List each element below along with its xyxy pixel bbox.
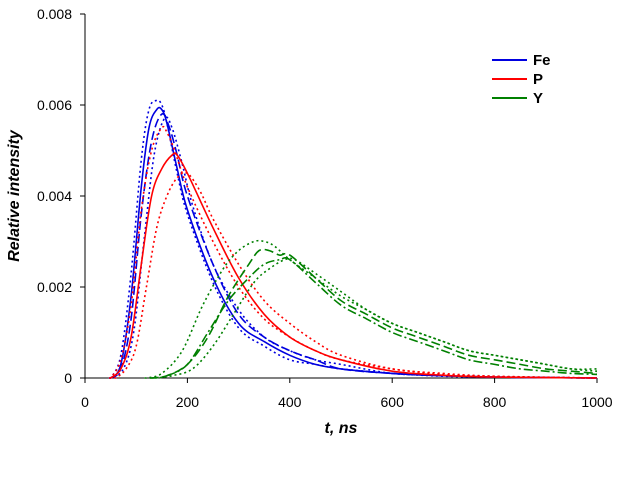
x-tick-label: 600	[381, 394, 405, 410]
x-tick-label: 400	[278, 394, 302, 410]
series-line-y-9	[144, 239, 598, 379]
y-tick-label: 0.002	[37, 279, 72, 295]
x-axis-title: t, ns	[325, 420, 358, 437]
y-tick-label: 0.004	[37, 188, 72, 204]
series-line-p-6	[113, 171, 598, 379]
series-line-fe-2	[108, 112, 598, 379]
x-tick-label: 0	[81, 394, 89, 410]
legend-label-y: Y	[533, 90, 543, 107]
axes	[84, 14, 597, 379]
tick-marks: 0 200 400 600 800 1000 0 0.002 0.004 0.006 0.008	[37, 6, 613, 410]
series-line-y-10	[154, 257, 598, 379]
series-line-p-5	[108, 125, 598, 379]
y-axis-title: Relative intensity	[6, 129, 23, 262]
series-line-fe-3	[108, 116, 598, 379]
y-tick-label: 0.008	[37, 6, 72, 22]
legend: Fe PY	[492, 52, 551, 107]
series-line-y-7	[149, 257, 598, 379]
y-tick-label: 0.006	[37, 97, 72, 113]
legend-label-fe: Fe	[533, 52, 551, 69]
legend-label-p: P	[533, 71, 543, 88]
x-tick-label: 1000	[581, 394, 612, 410]
series-line-fe-1	[108, 99, 598, 379]
x-tick-label: 800	[483, 394, 507, 410]
series-line-p-4	[108, 152, 598, 379]
y-tick-label: 0	[64, 370, 72, 386]
series-line-fe-0	[108, 106, 598, 379]
series-lines	[108, 99, 598, 379]
x-tick-label: 200	[176, 394, 200, 410]
